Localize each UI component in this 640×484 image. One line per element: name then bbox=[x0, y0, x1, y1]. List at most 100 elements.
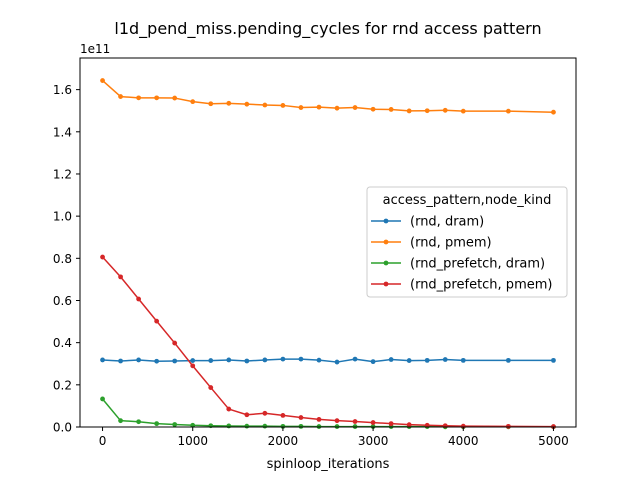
data-point bbox=[244, 358, 250, 364]
data-point bbox=[298, 415, 304, 420]
data-point bbox=[406, 422, 412, 428]
data-point bbox=[100, 396, 105, 402]
data-point bbox=[424, 357, 430, 363]
legend-item: (rnd_prefetch, dram) bbox=[371, 257, 545, 272]
data-point bbox=[244, 412, 250, 418]
data-point bbox=[442, 357, 448, 362]
data-point bbox=[352, 105, 358, 110]
data-point bbox=[406, 108, 412, 114]
data-point bbox=[316, 104, 322, 110]
data-point bbox=[118, 358, 123, 364]
x-tick-label: 2000 bbox=[268, 434, 299, 448]
data-point bbox=[226, 100, 232, 106]
data-point bbox=[136, 296, 142, 302]
legend-marker bbox=[383, 281, 389, 287]
legend-item: (rnd, dram) bbox=[371, 215, 484, 230]
x-tick-label: 3000 bbox=[358, 434, 389, 448]
data-point bbox=[551, 357, 556, 363]
data-point bbox=[280, 413, 286, 418]
data-point bbox=[190, 99, 196, 105]
data-point bbox=[226, 423, 232, 429]
data-point bbox=[136, 95, 142, 101]
data-point bbox=[190, 363, 196, 369]
data-point bbox=[280, 103, 286, 108]
y-tick-label: 1.2 bbox=[53, 167, 72, 181]
y-tick-label: 1.4 bbox=[53, 125, 72, 139]
data-point bbox=[154, 358, 160, 364]
data-point bbox=[118, 94, 123, 99]
data-point bbox=[388, 107, 394, 112]
data-point bbox=[172, 340, 178, 346]
data-point bbox=[334, 359, 340, 365]
legend-title: access_pattern,node_kind bbox=[383, 193, 552, 208]
data-point bbox=[551, 109, 556, 115]
x-tick-label: 0 bbox=[99, 434, 107, 448]
data-point bbox=[460, 108, 466, 114]
data-point bbox=[352, 356, 358, 362]
data-point bbox=[226, 406, 232, 412]
x-tick-label: 4000 bbox=[448, 434, 479, 448]
x-tick-label: 1000 bbox=[177, 434, 208, 448]
y-tick-label: 0.8 bbox=[53, 252, 72, 266]
legend-marker bbox=[383, 239, 389, 245]
data-point bbox=[172, 422, 178, 427]
data-point bbox=[370, 106, 376, 112]
data-point bbox=[154, 318, 160, 324]
data-point bbox=[136, 419, 142, 425]
data-point bbox=[388, 421, 394, 427]
legend-label: (rnd_prefetch, pmem) bbox=[410, 278, 552, 293]
legend-marker bbox=[383, 260, 389, 266]
x-axis-label: spinloop_iterations bbox=[267, 457, 390, 472]
data-point bbox=[334, 105, 340, 111]
data-point bbox=[100, 78, 105, 83]
data-point bbox=[334, 418, 340, 424]
chart-title: l1d_pend_miss.pending_cycles for rnd acc… bbox=[114, 19, 541, 39]
data-point bbox=[370, 420, 376, 425]
data-point bbox=[280, 356, 286, 362]
x-tick-label: 5000 bbox=[538, 434, 569, 448]
data-point bbox=[505, 108, 511, 114]
data-point bbox=[280, 423, 286, 429]
data-point bbox=[370, 359, 376, 365]
legend-item: (rnd_prefetch, pmem) bbox=[371, 278, 552, 293]
y-offset-label: 1e11 bbox=[80, 42, 110, 56]
data-point bbox=[316, 357, 322, 363]
y-tick-label: 1.6 bbox=[53, 83, 72, 97]
y-tick-label: 0.0 bbox=[53, 421, 72, 435]
data-point bbox=[262, 410, 268, 416]
data-point bbox=[388, 357, 394, 362]
data-point bbox=[100, 254, 105, 260]
y-tick-label: 0.6 bbox=[53, 294, 72, 308]
data-point bbox=[172, 358, 178, 364]
plot-frame bbox=[79, 57, 577, 428]
data-point bbox=[424, 108, 430, 114]
data-point bbox=[298, 105, 304, 110]
legend-marker bbox=[383, 218, 389, 224]
data-point bbox=[442, 107, 448, 113]
data-point bbox=[298, 356, 304, 362]
series-0 bbox=[100, 356, 556, 365]
data-point bbox=[190, 358, 196, 363]
y-tick-label: 0.2 bbox=[53, 378, 72, 392]
data-point bbox=[262, 423, 268, 429]
series-1 bbox=[100, 78, 556, 115]
data-point bbox=[208, 101, 214, 107]
data-point bbox=[406, 358, 412, 363]
data-point bbox=[460, 357, 466, 363]
legend-item: (rnd, pmem) bbox=[371, 236, 492, 251]
y-tick-label: 0.4 bbox=[53, 336, 72, 350]
data-point bbox=[118, 274, 123, 280]
data-point bbox=[118, 418, 123, 424]
legend-label: (rnd, dram) bbox=[410, 215, 484, 230]
data-point bbox=[208, 385, 214, 390]
data-point bbox=[172, 95, 178, 101]
data-point bbox=[505, 423, 511, 429]
data-point bbox=[298, 423, 304, 429]
legend-label: (rnd, pmem) bbox=[410, 236, 492, 251]
series-3 bbox=[100, 254, 556, 429]
data-point bbox=[244, 101, 250, 107]
data-point bbox=[505, 357, 511, 363]
data-point bbox=[262, 102, 268, 108]
data-point bbox=[244, 423, 250, 429]
